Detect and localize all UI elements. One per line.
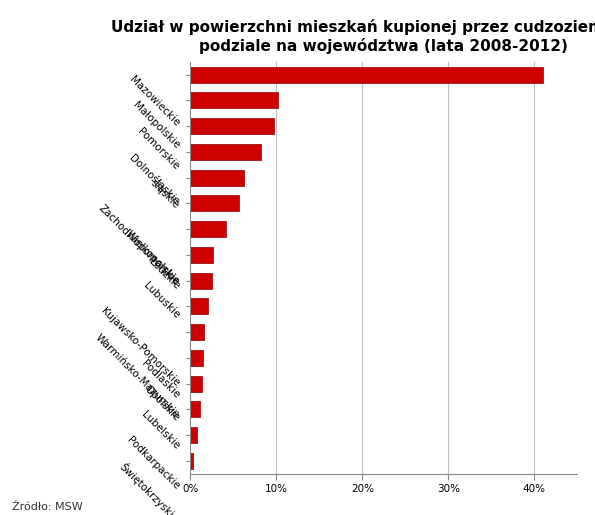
Bar [190,221,227,237]
Bar [190,93,278,109]
Bar [190,67,543,82]
Bar [190,196,239,211]
Bar [190,427,198,443]
Bar [190,247,213,263]
Text: Źródło: MSW: Źródło: MSW [12,503,83,512]
Bar [190,170,244,185]
Bar [190,324,204,340]
Bar [190,402,200,417]
Bar [190,376,202,391]
Title: Udział w powierzchni mieszkań kupionej przez cudzoziemców w
podziale na wojewódz: Udział w powierzchni mieszkań kupionej p… [111,19,595,54]
Bar [190,144,261,160]
Bar [190,273,212,288]
Bar [190,453,193,469]
Bar [190,299,208,314]
Bar [190,118,274,134]
Bar [190,350,203,366]
